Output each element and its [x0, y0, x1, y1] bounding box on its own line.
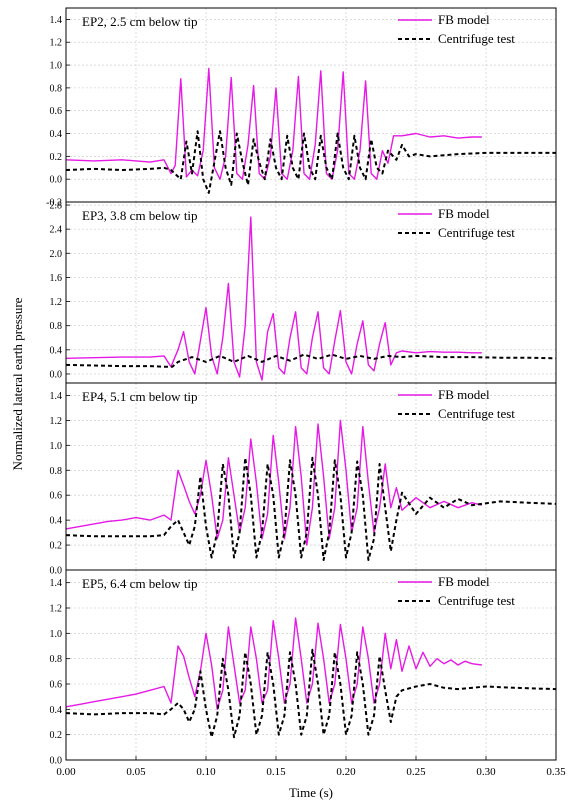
x-tick-label: 0.35	[546, 766, 566, 778]
y-tick-label: 0.8	[50, 83, 63, 94]
y-tick-label: 1.2	[50, 38, 63, 49]
panel-title: EP3, 3.8 cm below tip	[82, 208, 198, 223]
y-tick-label: 0.2	[50, 541, 63, 552]
x-tick-label: 0.05	[126, 766, 146, 778]
y-tick-label: 1.4	[50, 578, 63, 589]
y-tick-label: 0.4	[50, 129, 63, 140]
x-tick-label: 0.10	[196, 766, 216, 778]
y-axis-label: Normalized lateral earth pressure	[10, 297, 25, 470]
panel-title: EP2, 2.5 cm below tip	[82, 14, 198, 29]
legend-label: Centrifuge test	[438, 593, 515, 608]
y-tick-label: 2.0	[50, 249, 63, 260]
panel-title: EP4, 5.1 cm below tip	[82, 389, 198, 404]
y-tick-label: 1.6	[50, 273, 63, 284]
legend-label: FB model	[438, 12, 490, 27]
centrifuge-test-line	[65, 456, 557, 561]
y-tick-label: -0.2	[46, 198, 62, 209]
y-tick-label: 2.4	[50, 225, 63, 236]
y-tick-label: 1.0	[50, 441, 63, 452]
y-tick-label: 1.4	[50, 15, 63, 26]
x-tick-label: 0.20	[336, 766, 356, 778]
panel-frame	[65, 569, 557, 761]
legend-label: FB model	[438, 206, 490, 221]
y-tick-label: 0.2	[50, 730, 63, 741]
legend-label: FB model	[438, 387, 490, 402]
y-tick-label: 0.4	[50, 705, 63, 716]
y-tick-label: 1.0	[50, 61, 63, 72]
y-tick-label: 1.2	[50, 604, 63, 615]
y-tick-label: 0.0	[50, 369, 63, 380]
centrifuge-test-line	[65, 648, 557, 739]
y-tick-label: 0.6	[50, 106, 63, 117]
panel-title: EP5, 6.4 cm below tip	[82, 576, 198, 591]
y-tick-label: 0.2	[50, 152, 63, 163]
y-tick-label: 1.4	[50, 391, 63, 402]
y-tick-label: 0.8	[50, 321, 63, 332]
x-tick-label: 0.15	[266, 766, 286, 778]
x-tick-label: 0.25	[406, 766, 426, 778]
legend-label: FB model	[438, 574, 490, 589]
y-tick-label: 0.8	[50, 466, 63, 477]
fb-model-line	[65, 419, 482, 546]
y-tick-label: 0.4	[50, 516, 63, 527]
legend-label: Centrifuge test	[438, 31, 515, 46]
y-tick-label: 0.4	[50, 345, 63, 356]
fb-model-line	[65, 617, 482, 710]
fb-model-line	[65, 67, 482, 180]
legend-label: Centrifuge test	[438, 406, 515, 421]
legend-label: Centrifuge test	[438, 225, 515, 240]
fb-model-line	[65, 216, 482, 381]
y-tick-label: 1.0	[50, 629, 63, 640]
y-tick-label: 0.0	[50, 175, 63, 186]
y-tick-label: 2.8	[50, 201, 63, 212]
y-tick-label: 0.0	[50, 566, 63, 577]
y-tick-label: 1.2	[50, 297, 63, 308]
x-tick-label: 0.30	[476, 766, 496, 778]
y-tick-label: 0.6	[50, 680, 63, 691]
centrifuge-test-line	[65, 130, 556, 194]
y-tick-label: 0.8	[50, 654, 63, 665]
y-tick-label: 0.6	[50, 491, 63, 502]
centrifuge-test-line	[65, 353, 557, 368]
x-tick-label: 0.00	[56, 766, 76, 778]
y-tick-label: 0.0	[50, 756, 63, 767]
y-tick-label: 1.2	[50, 416, 63, 427]
x-axis-label: Time (s)	[289, 785, 333, 800]
